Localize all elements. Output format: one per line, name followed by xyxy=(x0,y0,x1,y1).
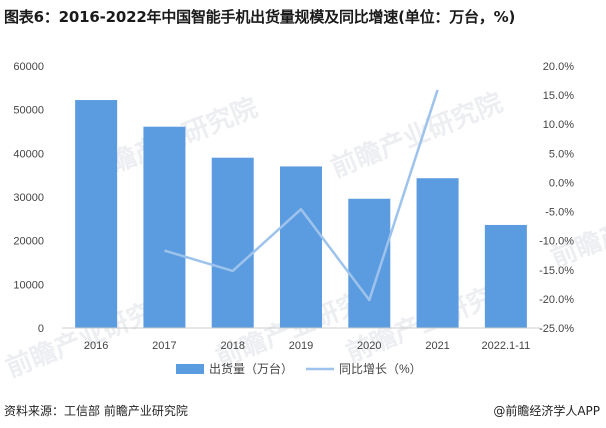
left-y-tick-label: 0 xyxy=(38,323,44,335)
legend-bar-label: 出货量（万台） xyxy=(209,361,293,376)
bar xyxy=(211,157,254,328)
legend-line-label: 同比增长（%） xyxy=(339,362,422,376)
left-y-tick-label: 10000 xyxy=(13,279,44,291)
right-y-tick-label: -10.0% xyxy=(539,236,574,248)
bar xyxy=(416,178,459,328)
left-y-tick-label: 20000 xyxy=(13,236,44,248)
right-y-tick-label: 10.0% xyxy=(543,119,574,131)
left-y-tick-label: 60000 xyxy=(13,61,44,73)
x-axis-labels: 2016 2017 2018 2019 2020 2021 2022.1-11 xyxy=(84,340,530,352)
legend: 出货量（万台） 同比增长（%） xyxy=(176,361,422,376)
right-y-tick-label: -15.0% xyxy=(539,265,574,277)
x-tick-label: 2016 xyxy=(84,340,108,352)
right-y-tick-label: 15.0% xyxy=(543,90,574,102)
chart-area: 0 10000 20000 30000 40000 50000 60000 -25.0% -2… xyxy=(0,40,606,395)
chart-title: 图表6：2016-2022年中国智能手机出货量规模及同比增速(单位：万台，%) xyxy=(4,8,516,26)
footer: 资料来源：工信部 前瞻产业研究院 @前瞻经济学人APP xyxy=(0,402,606,422)
right-y-tick-label: 0.0% xyxy=(549,177,574,189)
left-y-tick-label: 40000 xyxy=(13,148,44,160)
line-series xyxy=(164,89,439,302)
bar-series xyxy=(75,100,527,329)
x-tick-label: 2017 xyxy=(152,340,176,352)
x-tick-label: 2018 xyxy=(220,340,244,352)
bar xyxy=(75,100,118,328)
right-y-tick-label: 5.0% xyxy=(549,148,574,160)
bar xyxy=(280,166,322,328)
right-y-tick-label: -5.0% xyxy=(545,207,574,219)
bar xyxy=(484,224,527,328)
brand-credit: @前瞻经济学人APP xyxy=(493,404,600,418)
source-note: 资料来源：工信部 前瞻产业研究院 xyxy=(4,404,188,418)
x-tick-label: 2021 xyxy=(425,340,449,352)
left-y-tick-label: 50000 xyxy=(13,105,44,117)
left-y-tick-label: 30000 xyxy=(13,192,44,204)
right-y-tick-label: -20.0% xyxy=(539,294,574,306)
bar xyxy=(143,126,186,329)
right-y-axis: -25.0% -20.0% -15.0% -10.0% -5.0% 0.0% 5.0% 10.… xyxy=(539,61,574,335)
x-tick-label: 2022.1-11 xyxy=(481,340,530,352)
x-tick-label: 2019 xyxy=(289,340,313,352)
legend-bar-swatch xyxy=(176,364,204,374)
right-y-tick-label: -25.0% xyxy=(539,323,574,335)
x-tick-label: 2020 xyxy=(357,340,381,352)
bar xyxy=(348,198,391,328)
left-y-axis: 0 10000 20000 30000 40000 50000 60000 xyxy=(13,61,44,335)
right-y-tick-label: 20.0% xyxy=(543,61,574,73)
